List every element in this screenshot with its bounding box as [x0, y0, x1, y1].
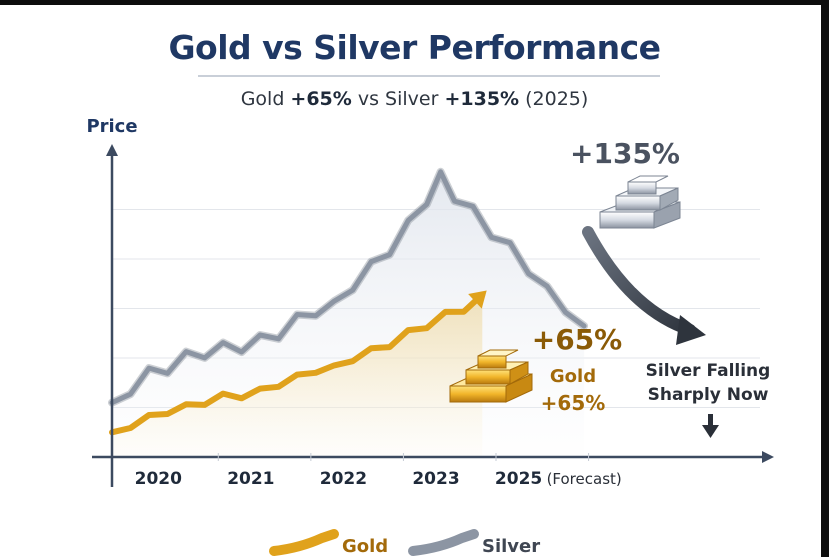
- x-tick-label-2023: 2023: [412, 469, 459, 489]
- gold-line: [109, 291, 486, 436]
- x-tick-label-2022: 2022: [320, 469, 367, 489]
- silver-falling-arrow: [582, 226, 706, 345]
- legend-silver-swatch: [408, 529, 479, 556]
- silver-line: [109, 169, 587, 406]
- subtitle-gold-pct: +65%: [290, 88, 352, 110]
- gold-arrowhead: [468, 290, 487, 309]
- x-tick-label-2025: 2025: [495, 469, 542, 489]
- x-tick-label-2020: 2020: [135, 469, 182, 489]
- gold-label-line1: Gold: [550, 366, 596, 387]
- legend-silver-label: Silver: [482, 536, 540, 557]
- chart-subtitle: Gold +65% vs Silver +135% (2025): [0, 88, 829, 110]
- x-tick-label-2021: 2021: [227, 469, 274, 489]
- legend: Gold Silver: [269, 529, 540, 557]
- legend-gold-swatch: [269, 529, 339, 556]
- gold-gain-label: +65%: [532, 323, 622, 356]
- silver-bars-icon: [599, 175, 681, 229]
- subtitle-suffix: (2025): [519, 88, 589, 110]
- title-underline: [198, 75, 660, 77]
- silver-gain-label: +135%: [570, 137, 680, 170]
- down-arrow-icon: [702, 414, 719, 438]
- subtitle-middle: vs Silver: [351, 88, 445, 110]
- gold-label-line2: +65%: [541, 391, 606, 415]
- legend-gold-label: Gold: [342, 536, 388, 557]
- right-edge-bar: [821, 0, 829, 557]
- subtitle-silver-pct: +135%: [444, 88, 520, 110]
- line-layer: [108, 167, 589, 436]
- top-edge-bar: [0, 0, 829, 5]
- silver-note-line2: Sharply Now: [648, 385, 769, 405]
- tick-layer: 2020 2021 2022 2023 2025 (Forecast): [135, 453, 622, 489]
- axis-layer: [92, 144, 774, 487]
- subtitle-prefix: Gold: [240, 88, 291, 110]
- gold-bars-icon: [449, 349, 533, 403]
- area-layer: [112, 171, 585, 458]
- y-axis-label: Price: [86, 116, 137, 137]
- x-tick-note: (Forecast): [547, 470, 622, 488]
- chart-title: Gold vs Silver Performance: [168, 28, 661, 67]
- silver-note-line1: Silver Falling: [646, 361, 771, 381]
- silver-area: [112, 171, 585, 458]
